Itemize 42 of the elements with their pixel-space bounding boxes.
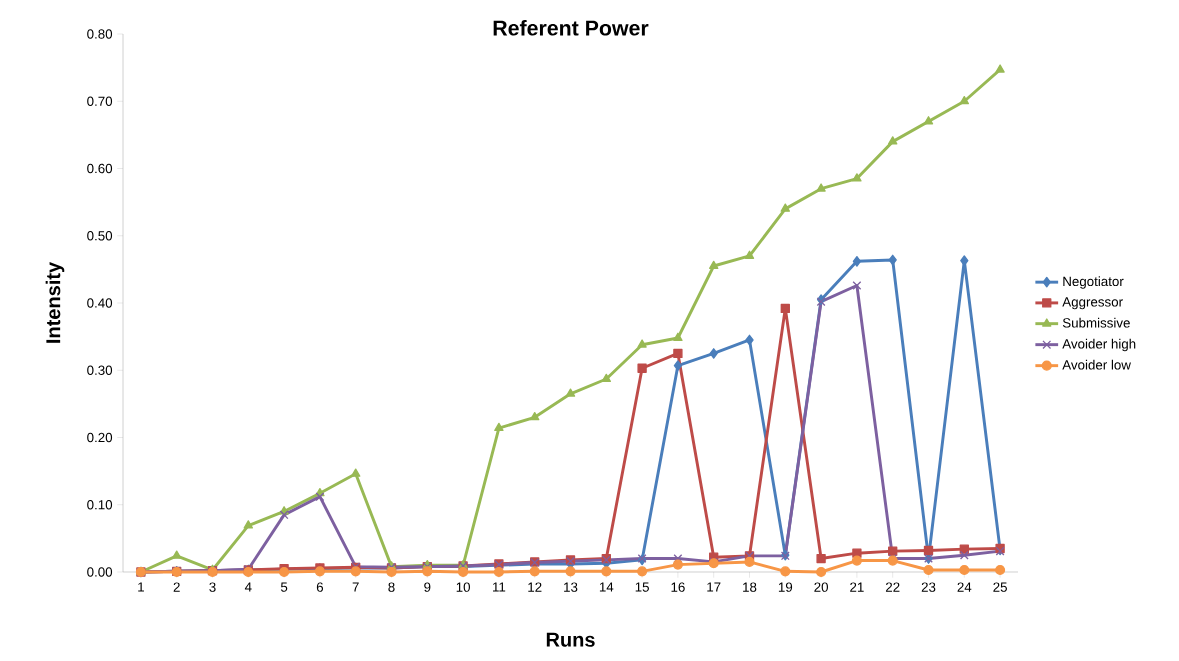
x-tick-label: 4 [244,582,252,592]
x-tick-label: 16 [671,582,685,592]
x-tick-label: 21 [850,582,864,592]
x-tick-label: 1 [138,582,144,592]
x-tick-label: 7 [352,582,359,592]
x-tick-label: 22 [885,582,900,592]
x-tick-label: 19 [778,582,793,592]
y-tick-label: 0.80 [87,29,113,39]
legend-label: Submissive [1062,317,1130,328]
x-tick-label: 17 [707,582,721,592]
x-tick-label: 24 [957,582,972,592]
legend-label: Negotiator [1063,276,1124,289]
x-tick-label: 2 [173,582,180,592]
y-tick-label: 0.70 [87,96,113,106]
legend-label: Avoider high [1062,338,1136,352]
y-tick-label: 0.60 [87,163,113,174]
x-axis-title: Runs [546,632,595,647]
legend-label: Avoider low [1062,359,1131,370]
x-tick-label: 20 [814,582,828,592]
x-tick-label: 15 [635,582,649,592]
x-tick-label: 10 [456,582,470,592]
y-tick-label: 0.10 [87,500,113,510]
x-tick-label: 5 [280,582,288,592]
x-tick-label: 14 [599,582,614,592]
chart-title: Referent Power [493,19,649,36]
y-tick-label: 0.40 [87,298,113,308]
x-tick-label: 9 [424,582,431,592]
x-tick-label: 23 [921,582,936,592]
x-tick-label: 6 [316,582,324,592]
x-tick-label: 3 [209,582,216,592]
y-tick-label: 0.30 [87,365,113,375]
x-tick-label: 25 [993,582,1007,592]
x-tick-label: 8 [388,582,395,592]
y-tick-label: 0.00 [87,567,113,577]
y-tick-label: 0.20 [87,432,113,443]
x-tick-label: 12 [528,582,542,592]
x-tick-label: 11 [493,582,506,592]
y-axis-title: Intensity [45,261,65,343]
y-tick-label: 0.50 [87,231,113,241]
x-tick-label: 13 [564,582,578,592]
legend-label: Aggressor [1062,297,1123,310]
x-tick-label: 18 [743,582,757,592]
